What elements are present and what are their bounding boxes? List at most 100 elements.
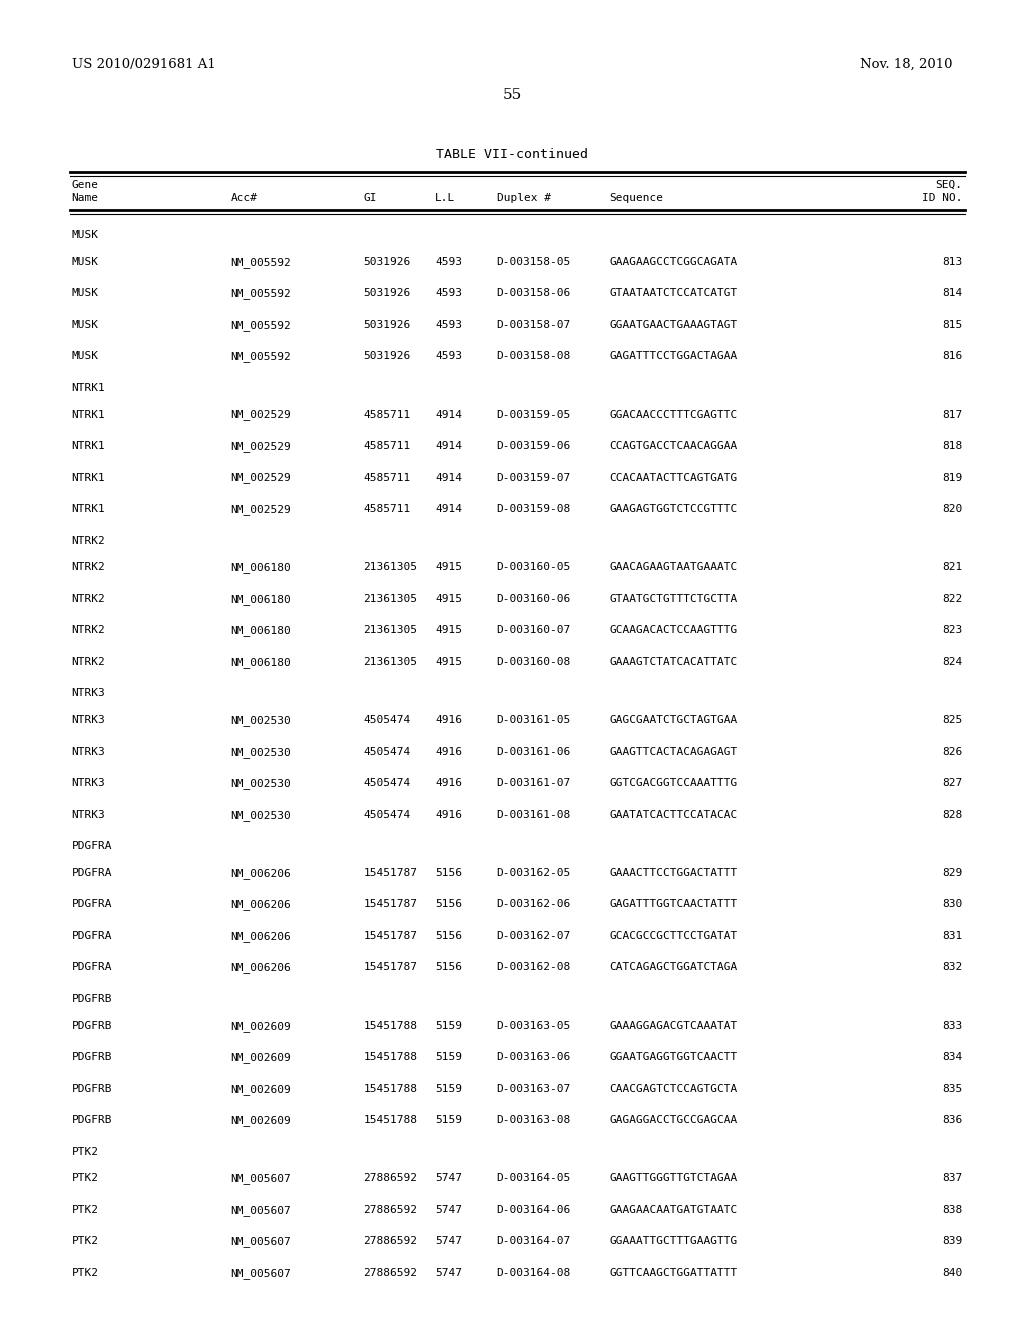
Text: D-003158-05: D-003158-05 xyxy=(497,257,571,267)
Text: NM_006180: NM_006180 xyxy=(230,562,291,573)
Text: 4914: 4914 xyxy=(435,409,462,420)
Text: NTRK3: NTRK3 xyxy=(72,747,105,756)
Text: MUSK: MUSK xyxy=(72,257,98,267)
Text: US 2010/0291681 A1: US 2010/0291681 A1 xyxy=(72,58,215,71)
Text: 4914: 4914 xyxy=(435,473,462,483)
Text: NTRK3: NTRK3 xyxy=(72,688,105,698)
Text: 15451788: 15451788 xyxy=(364,1115,418,1125)
Text: D-003162-08: D-003162-08 xyxy=(497,962,571,973)
Text: D-003161-07: D-003161-07 xyxy=(497,777,571,788)
Text: GCACGCCGCTTCCTGATAT: GCACGCCGCTTCCTGATAT xyxy=(609,931,737,941)
Text: 4915: 4915 xyxy=(435,626,462,635)
Text: GAAGAGTGGTCTCCGTTTC: GAAGAGTGGTCTCCGTTTC xyxy=(609,504,737,513)
Text: NTRK3: NTRK3 xyxy=(72,715,105,725)
Text: 4505474: 4505474 xyxy=(364,809,411,820)
Text: 4505474: 4505474 xyxy=(364,715,411,725)
Text: 27886592: 27886592 xyxy=(364,1269,418,1278)
Text: 829: 829 xyxy=(942,867,963,878)
Text: GAAGTTCACTACAGAGAGT: GAAGTTCACTACAGAGAGT xyxy=(609,747,737,756)
Text: 5747: 5747 xyxy=(435,1269,462,1278)
Text: PDGFRB: PDGFRB xyxy=(72,1020,113,1031)
Text: 4593: 4593 xyxy=(435,319,462,330)
Text: GAGATTTGGTCAACTATTT: GAGATTTGGTCAACTATTT xyxy=(609,899,737,909)
Text: 15451788: 15451788 xyxy=(364,1084,418,1094)
Text: MUSK: MUSK xyxy=(72,319,98,330)
Text: PDGFRB: PDGFRB xyxy=(72,1084,113,1094)
Text: GGAATGAGGTGGTCAACTT: GGAATGAGGTGGTCAACTT xyxy=(609,1052,737,1063)
Text: NTRK2: NTRK2 xyxy=(72,536,105,545)
Text: GCAAGACACTCCAAGTTTG: GCAAGACACTCCAAGTTTG xyxy=(609,626,737,635)
Text: NM_005607: NM_005607 xyxy=(230,1269,291,1279)
Text: D-003164-07: D-003164-07 xyxy=(497,1237,571,1246)
Text: D-003159-06: D-003159-06 xyxy=(497,441,571,451)
Text: GAACAGAAGTAATGAAATC: GAACAGAAGTAATGAAATC xyxy=(609,562,737,573)
Text: D-003160-07: D-003160-07 xyxy=(497,626,571,635)
Text: 21361305: 21361305 xyxy=(364,626,418,635)
Text: 821: 821 xyxy=(942,562,963,573)
Text: 4916: 4916 xyxy=(435,777,462,788)
Text: GAGCGAATCTGCTAGTGAA: GAGCGAATCTGCTAGTGAA xyxy=(609,715,737,725)
Text: 5031926: 5031926 xyxy=(364,288,411,298)
Text: GGAATGAACTGAAAGTAGT: GGAATGAACTGAAAGTAGT xyxy=(609,319,737,330)
Text: GAGATTTCCTGGACTAGAA: GAGATTTCCTGGACTAGAA xyxy=(609,351,737,362)
Text: GTAATGCTGTTTCTGCTTA: GTAATGCTGTTTCTGCTTA xyxy=(609,594,737,603)
Text: 824: 824 xyxy=(942,657,963,667)
Text: 5156: 5156 xyxy=(435,962,462,973)
Text: 823: 823 xyxy=(942,626,963,635)
Text: 5159: 5159 xyxy=(435,1115,462,1125)
Text: Name: Name xyxy=(72,193,98,203)
Text: NM_002530: NM_002530 xyxy=(230,809,291,821)
Text: 822: 822 xyxy=(942,594,963,603)
Text: NM_002609: NM_002609 xyxy=(230,1115,291,1126)
Text: 833: 833 xyxy=(942,1020,963,1031)
Text: GAAAGTCTATCACATTATC: GAAAGTCTATCACATTATC xyxy=(609,657,737,667)
Text: D-003160-05: D-003160-05 xyxy=(497,562,571,573)
Text: NM_002609: NM_002609 xyxy=(230,1052,291,1063)
Text: 15451787: 15451787 xyxy=(364,931,418,941)
Text: 4593: 4593 xyxy=(435,351,462,362)
Text: D-003163-08: D-003163-08 xyxy=(497,1115,571,1125)
Text: 4505474: 4505474 xyxy=(364,747,411,756)
Text: 27886592: 27886592 xyxy=(364,1173,418,1184)
Text: 21361305: 21361305 xyxy=(364,562,418,573)
Text: 817: 817 xyxy=(942,409,963,420)
Text: PDGFRB: PDGFRB xyxy=(72,994,113,1005)
Text: 5159: 5159 xyxy=(435,1052,462,1063)
Text: 4585711: 4585711 xyxy=(364,409,411,420)
Text: 816: 816 xyxy=(942,351,963,362)
Text: CCACAATACTTCAGTGATG: CCACAATACTTCAGTGATG xyxy=(609,473,737,483)
Text: MUSK: MUSK xyxy=(72,288,98,298)
Text: 15451788: 15451788 xyxy=(364,1052,418,1063)
Text: PTK2: PTK2 xyxy=(72,1269,98,1278)
Text: TABLE VII-continued: TABLE VII-continued xyxy=(436,148,588,161)
Text: NM_006206: NM_006206 xyxy=(230,962,291,973)
Text: 836: 836 xyxy=(942,1115,963,1125)
Text: NM_002529: NM_002529 xyxy=(230,473,291,483)
Text: 834: 834 xyxy=(942,1052,963,1063)
Text: D-003163-06: D-003163-06 xyxy=(497,1052,571,1063)
Text: D-003159-07: D-003159-07 xyxy=(497,473,571,483)
Text: NM_005592: NM_005592 xyxy=(230,257,291,268)
Text: PTK2: PTK2 xyxy=(72,1173,98,1184)
Text: 5031926: 5031926 xyxy=(364,319,411,330)
Text: NM_002529: NM_002529 xyxy=(230,504,291,515)
Text: ID NO.: ID NO. xyxy=(922,193,963,203)
Text: PDGFRB: PDGFRB xyxy=(72,1052,113,1063)
Text: 55: 55 xyxy=(503,88,521,102)
Text: 5159: 5159 xyxy=(435,1084,462,1094)
Text: NM_002609: NM_002609 xyxy=(230,1020,291,1031)
Text: NTRK1: NTRK1 xyxy=(72,441,105,451)
Text: D-003164-08: D-003164-08 xyxy=(497,1269,571,1278)
Text: 4916: 4916 xyxy=(435,809,462,820)
Text: 15451787: 15451787 xyxy=(364,962,418,973)
Text: CAACGAGTCTCCAGTGCTA: CAACGAGTCTCCAGTGCTA xyxy=(609,1084,737,1094)
Text: PTK2: PTK2 xyxy=(72,1205,98,1214)
Text: 4585711: 4585711 xyxy=(364,504,411,513)
Text: NTRK3: NTRK3 xyxy=(72,809,105,820)
Text: 4916: 4916 xyxy=(435,715,462,725)
Text: D-003164-06: D-003164-06 xyxy=(497,1205,571,1214)
Text: NM_005592: NM_005592 xyxy=(230,288,291,300)
Text: 4505474: 4505474 xyxy=(364,777,411,788)
Text: GI: GI xyxy=(364,193,377,203)
Text: NTRK3: NTRK3 xyxy=(72,777,105,788)
